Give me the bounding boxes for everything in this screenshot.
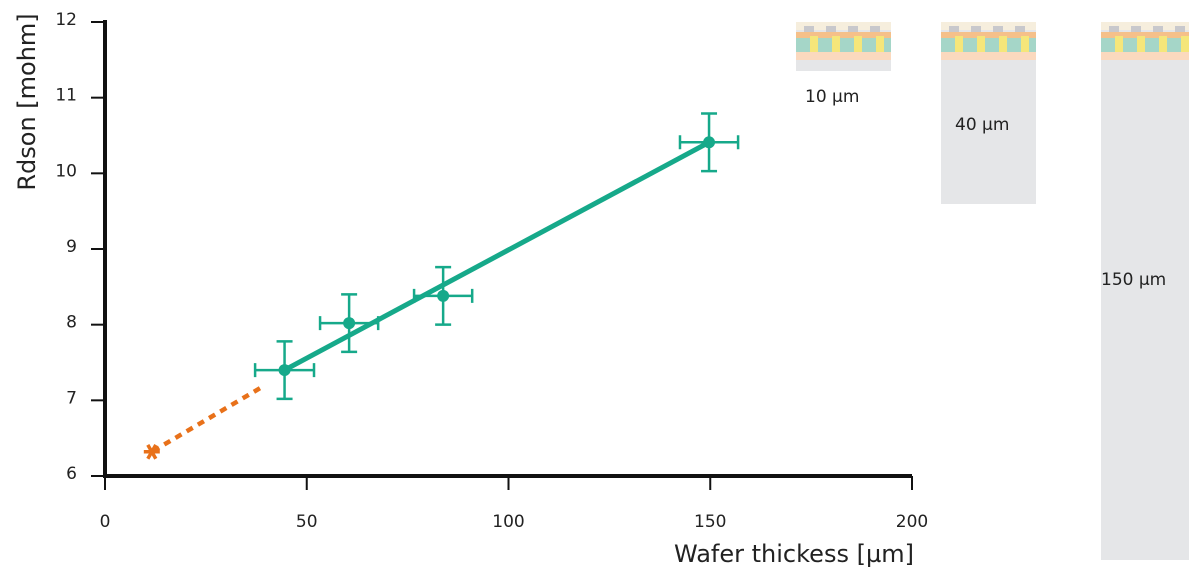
y-tick-label: 6: [66, 464, 77, 484]
star-point: [143, 443, 160, 460]
y-tick-label: 9: [66, 237, 77, 257]
x-tick-label: 200: [896, 512, 928, 532]
wafer-illustrations: [796, 22, 1189, 560]
y-tick-label: 8: [66, 313, 77, 333]
fit-line: [283, 140, 711, 373]
x-tick-label: 100: [492, 512, 524, 532]
y-tick-label: 10: [55, 161, 77, 181]
y-axis-label: Rdson [mohm]: [13, 13, 41, 190]
y-tick-label: 12: [55, 10, 77, 30]
y-tick-label: 7: [66, 388, 77, 408]
annotation: 10 µm: [805, 87, 859, 107]
x-tick-label: 50: [296, 512, 318, 532]
annotation: 40 µm: [955, 115, 1009, 135]
x-tick-label: 0: [100, 512, 111, 532]
y-tick-label: 11: [55, 86, 77, 106]
x-axis-label: Wafer thickess [µm]: [674, 540, 914, 568]
x-tick-label: 150: [694, 512, 726, 532]
point: [437, 289, 450, 302]
point: [343, 317, 356, 330]
fit-line: [150, 386, 262, 454]
wafer-150: [1101, 22, 1189, 560]
annotation: 150 µm: [1101, 270, 1166, 290]
